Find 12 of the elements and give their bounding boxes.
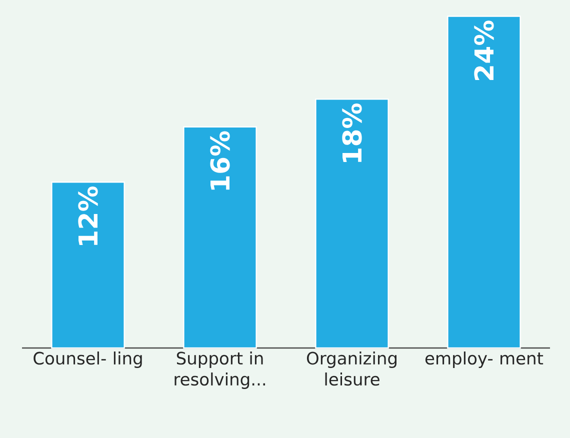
bar: [51, 182, 125, 349]
x-tick-label: Organizing leisure: [306, 352, 396, 386]
data-label: 16%: [210, 131, 230, 190]
bar: [447, 16, 521, 349]
data-label: 12%: [78, 186, 98, 245]
x-tick-label: employ- ment: [425, 352, 544, 368]
bar: [315, 98, 389, 349]
x-tick-label: Support in resolving...: [174, 352, 266, 389]
data-label: 24%: [474, 20, 494, 80]
data-label: 18%: [342, 104, 362, 162]
bar: [183, 126, 257, 349]
x-tick-label: Counsel- ling: [34, 352, 142, 368]
